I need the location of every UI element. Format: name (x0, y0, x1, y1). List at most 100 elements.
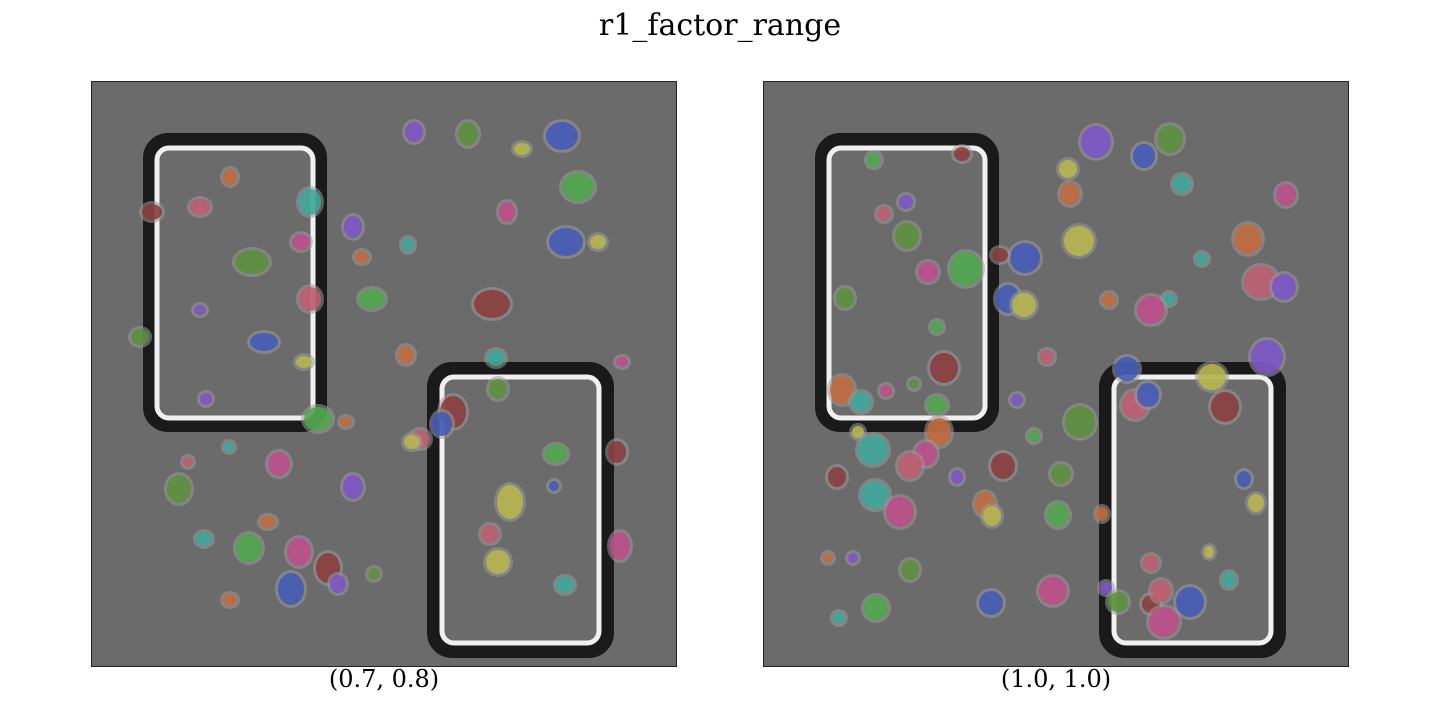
cell-mask (405, 122, 423, 142)
cell-mask (404, 435, 420, 449)
cell-mask (224, 442, 234, 452)
cell-mask (1234, 224, 1262, 254)
cell-mask (546, 122, 578, 150)
cell-mask (1204, 546, 1214, 558)
cell-mask (223, 169, 237, 185)
cell-mask (880, 385, 892, 397)
cell-mask (1064, 226, 1094, 256)
cell-mask (223, 594, 237, 606)
cell-mask (1081, 126, 1111, 158)
cell-mask (991, 453, 1015, 479)
figure-title: r1_factor_range (0, 8, 1440, 43)
cell-mask (1173, 175, 1191, 193)
cell-mask (1151, 580, 1171, 602)
cell-mask (1115, 357, 1139, 381)
panel-caption-left: (0.7, 0.8) (91, 665, 677, 693)
cell-mask (359, 289, 385, 309)
cell-mask (355, 251, 369, 263)
cell-mask (1157, 125, 1183, 153)
cell-mask (1096, 507, 1108, 521)
cell-mask (930, 353, 958, 383)
cell-mask (402, 238, 414, 252)
cell-mask (287, 538, 311, 566)
cell-mask (1248, 494, 1264, 512)
cell-mask (292, 234, 310, 250)
cell-mask (196, 532, 212, 546)
cell-mask (1040, 350, 1054, 364)
cell-mask (1102, 293, 1116, 307)
cell-mask (1137, 296, 1165, 324)
cell-mask (851, 392, 871, 412)
cell-mask (828, 467, 846, 487)
microscopy-image-left (92, 82, 677, 667)
microscopy-image-right (764, 82, 1349, 667)
cell-mask (1028, 430, 1040, 442)
cell-mask (167, 475, 191, 503)
cell-mask (823, 553, 833, 563)
cell-mask (931, 321, 943, 333)
cell-mask (864, 596, 888, 620)
cell-mask (1010, 243, 1040, 273)
cell-mask (992, 248, 1008, 262)
cell-mask (1222, 572, 1236, 588)
cell-mask (487, 350, 505, 366)
cell-mask (899, 195, 913, 209)
cell-mask (1211, 392, 1239, 422)
cell-mask (1012, 293, 1036, 317)
cell-mask (1196, 253, 1208, 265)
cell-mask (1137, 383, 1159, 407)
cell-mask (278, 573, 304, 605)
cell-mask (549, 228, 583, 256)
cell-mask (1051, 464, 1071, 484)
image-panel-left (91, 81, 677, 667)
cell-mask (131, 329, 149, 345)
cell-mask (867, 153, 881, 167)
cell-mask (616, 357, 628, 367)
cell-mask (877, 207, 891, 221)
cell-masks-right (820, 122, 1299, 640)
cell-mask (236, 534, 262, 562)
cell-mask (898, 453, 922, 479)
cell-mask (304, 407, 332, 431)
cell-mask (951, 470, 963, 484)
cell-mask (299, 287, 321, 311)
cell-mask (142, 204, 162, 220)
cell-mask (562, 173, 594, 201)
cell-mask (458, 122, 478, 146)
cell-mask (497, 485, 523, 519)
cell-mask (610, 532, 630, 560)
cell-mask (481, 525, 499, 543)
cell-mask (1276, 184, 1296, 206)
cell-mask (836, 288, 854, 308)
cell-mask (590, 235, 606, 249)
cell-mask (183, 457, 193, 467)
cell-mask (1176, 587, 1204, 617)
panel-caption-right: (1.0, 1.0) (763, 665, 1349, 693)
cell-mask (950, 252, 982, 286)
cell-mask (398, 346, 414, 364)
cell-mask (514, 143, 530, 155)
cell-mask (432, 412, 452, 436)
cell-mask (296, 356, 312, 368)
cell-mask (901, 560, 919, 580)
cell-mask (200, 393, 212, 405)
cell-mask (1047, 503, 1069, 527)
cell-mask (848, 553, 858, 563)
cell-mask (858, 435, 888, 465)
cell-mask (260, 516, 276, 528)
cell-mask (474, 290, 510, 318)
cell-mask (954, 147, 970, 161)
cell-mask (833, 612, 845, 624)
cell-mask (545, 445, 567, 463)
cell-mask (344, 216, 362, 238)
cell-mask (886, 497, 914, 527)
cell-mask (1108, 592, 1128, 612)
cell-mask (556, 577, 574, 593)
cell-mask (194, 305, 206, 315)
cell-mask (486, 550, 510, 574)
cell-mask (608, 441, 626, 463)
cell-mask (340, 417, 352, 427)
cell-mask (549, 481, 559, 491)
cell-mask (499, 202, 515, 222)
cell-mask (909, 379, 919, 389)
